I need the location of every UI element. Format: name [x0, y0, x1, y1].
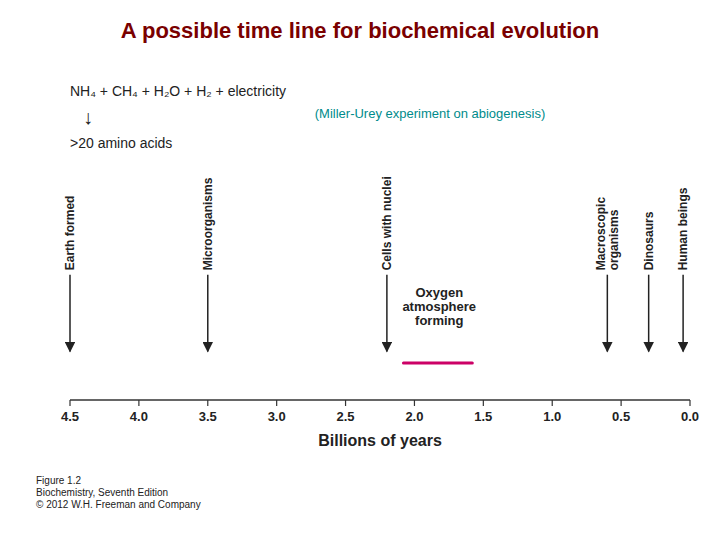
tick-label: 3.0 [268, 409, 286, 424]
tick-label: 1.0 [543, 409, 561, 424]
event-label: Cells with nuclei [380, 176, 394, 270]
event-arrow [69, 275, 71, 352]
tick [345, 400, 346, 406]
tick [69, 400, 70, 406]
event-label: Human beings [676, 187, 690, 270]
caption: Figure 1.2Biochemistry, Seventh Edition©… [36, 475, 201, 510]
event-label: Dinosaurs [642, 211, 656, 270]
event-label: Microorganisms [201, 177, 215, 270]
tick-label: 3.5 [199, 409, 217, 424]
event-label: Macroscopicorganisms [594, 197, 621, 271]
x-axis-label: Billions of years [318, 432, 442, 449]
tick [414, 400, 415, 406]
tick [138, 400, 139, 406]
event-arrow [207, 275, 209, 352]
tick [207, 400, 208, 406]
tick-label: 4.0 [130, 409, 148, 424]
tick-label: 4.5 [61, 409, 79, 424]
tick-label: 2.5 [337, 409, 355, 424]
event-label: Earth formed [63, 196, 77, 271]
tick [621, 400, 622, 406]
event-arrow [386, 275, 388, 352]
tick-label: 0.5 [612, 409, 630, 424]
event-arrow [682, 275, 684, 352]
formula: NH₄ + CH₄ + H₂O + H₂ + electricity [70, 83, 286, 99]
chart: A possible time line for biochemical evo… [0, 0, 720, 540]
event-arrow [607, 275, 609, 352]
tick [483, 400, 484, 406]
tick [689, 400, 690, 406]
tick-label: 0.0 [681, 409, 699, 424]
formula-arrow: ↓ [83, 106, 93, 128]
marks [70, 275, 683, 363]
tick [552, 400, 553, 406]
highlight [403, 361, 472, 364]
note: (Miller-Urey experiment on abiogenesis) [315, 106, 545, 121]
x-axis [70, 399, 690, 401]
tick-label: 2.0 [405, 409, 423, 424]
oxygen-note: Oxygenatmosphereforming [402, 285, 476, 328]
tick [276, 400, 277, 406]
product: >20 amino acids [70, 135, 172, 151]
event-arrow [648, 275, 650, 352]
tick-label: 1.5 [474, 409, 492, 424]
title: A possible time line for biochemical evo… [121, 18, 599, 43]
